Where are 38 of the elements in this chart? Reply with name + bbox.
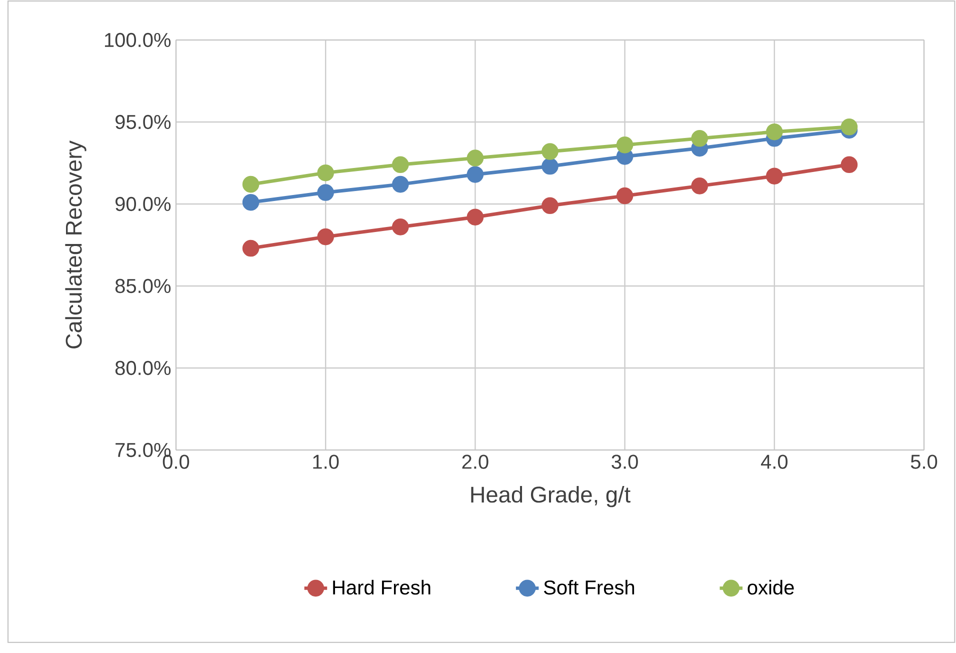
point (542, 197, 558, 214)
x-axis-title: Head Grade, g/t (471, 486, 630, 508)
point (317, 228, 334, 246)
point (242, 240, 260, 257)
point (766, 123, 783, 140)
point (840, 118, 858, 136)
point (542, 143, 558, 160)
point (466, 150, 484, 166)
legend-label: Hard Fresh (333, 580, 430, 595)
point (392, 156, 409, 174)
point (616, 187, 634, 204)
point (840, 156, 858, 174)
point (317, 164, 334, 182)
x-tick-label: 4.0 (760, 454, 788, 469)
legend-label: Soft Fresh (544, 580, 634, 595)
point (392, 218, 409, 236)
point (691, 130, 708, 147)
y-tick-label: 90.0% (116, 196, 171, 212)
x-tick-label: 3.0 (612, 454, 638, 469)
y-tick-label: 100.0% (104, 32, 171, 48)
x-tick-label: 2.0 (462, 454, 488, 469)
point (616, 136, 634, 154)
point (317, 184, 334, 201)
x-tick-label: 1.0 (313, 454, 339, 469)
point (466, 208, 484, 226)
point (766, 168, 783, 185)
point (392, 176, 409, 193)
y-tick-label: 95.0% (116, 114, 171, 130)
x-tick-label: 5.0 (910, 454, 938, 469)
point (242, 194, 260, 211)
point (542, 158, 558, 175)
point (691, 178, 708, 194)
y-tick-label: 85.0% (115, 278, 171, 294)
point (466, 166, 484, 183)
point (242, 176, 260, 193)
legend-label: oxide (748, 580, 794, 595)
y-tick-label: 80.0% (115, 360, 171, 376)
y-axis-title: Calculated Recovery (65, 140, 86, 348)
